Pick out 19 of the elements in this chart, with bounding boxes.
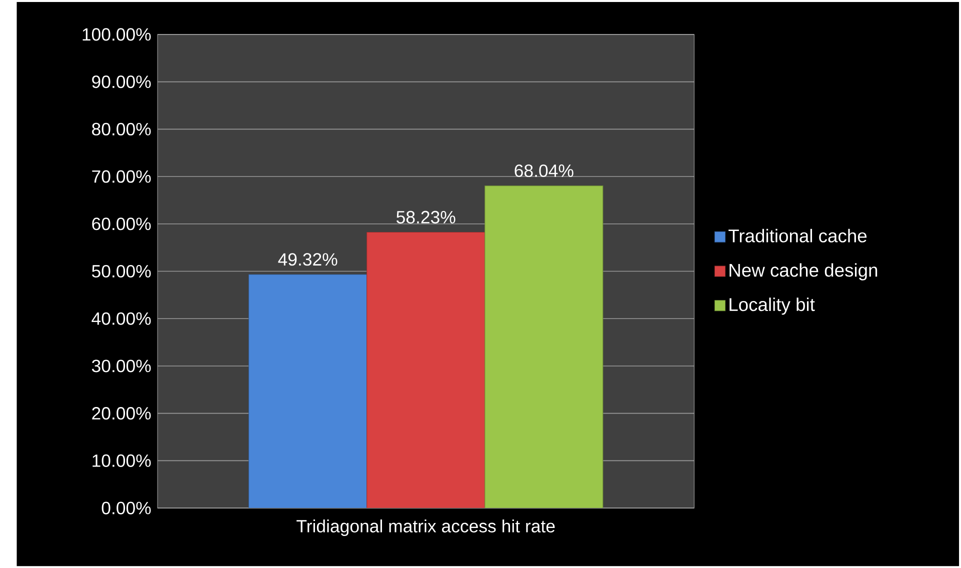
y-tick-label: 80.00%	[92, 122, 151, 136]
data-label: 49.32%	[278, 253, 338, 266]
x-tick-label: Tridiagonal matrix access hit rate	[296, 519, 555, 536]
y-tick-label: 40.00%	[92, 312, 151, 325]
y-tick-label: 30.00%	[92, 360, 151, 372]
legend-label: Traditional cache	[728, 228, 867, 242]
y-tick-label: 100.00%	[82, 28, 151, 41]
legend-label: Locality bit	[730, 298, 815, 315]
y-tick-label: 0.00%	[102, 502, 151, 514]
data-label: 68.04%	[514, 164, 574, 177]
y-tick-label: 70.00%	[92, 170, 151, 183]
legend-label: New cache design	[730, 263, 878, 280]
y-tick-label: 50.00%	[92, 264, 151, 278]
y-tick-label: 90.00%	[92, 75, 151, 88]
data-label: 58.23%	[396, 210, 456, 224]
y-tick-label: 60.00%	[92, 218, 151, 230]
y-tick-label: 10.00%	[92, 454, 151, 467]
y-tick-label: 20.00%	[92, 407, 151, 420]
bar	[248, 274, 368, 508]
